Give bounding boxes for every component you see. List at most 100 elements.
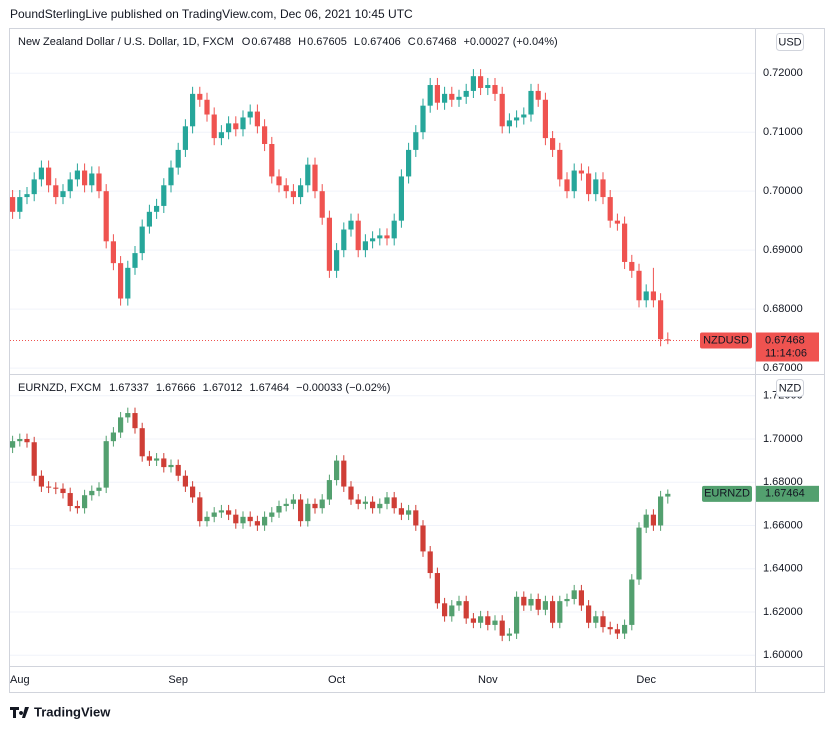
candle-body — [132, 413, 138, 429]
candle-body — [326, 480, 332, 500]
logo — [10, 707, 29, 718]
candle-body — [276, 506, 282, 513]
legend-value: 1.67464 — [249, 382, 289, 394]
y-tick-label: 0.69000 — [763, 244, 803, 256]
candle-body — [571, 170, 577, 192]
candle-body — [118, 263, 124, 299]
candle-body — [528, 90, 534, 115]
legend-change: +0.00027 (+0.04%) — [463, 36, 557, 48]
candle-body — [499, 620, 505, 636]
candle-body — [348, 220, 354, 230]
candle-body — [31, 179, 37, 195]
candle-body — [204, 99, 210, 115]
candle-body — [247, 111, 253, 118]
candle-body — [449, 605, 455, 617]
candle-body — [197, 93, 203, 100]
currency-button — [776, 379, 804, 397]
candle-body — [442, 603, 448, 617]
candle-body — [384, 235, 390, 239]
candle-body — [305, 503, 311, 522]
candle-body — [17, 197, 23, 212]
candle-body — [233, 514, 239, 524]
pane: 1.60000 1.62000 1.64000 1.66000 1.68000 1.700… — [10, 379, 819, 686]
candle-body — [254, 521, 260, 526]
candle-body — [218, 510, 224, 513]
candle-body — [118, 417, 124, 433]
legend-key: O — [242, 36, 251, 48]
candle-body — [283, 185, 289, 192]
candle-body — [175, 464, 181, 476]
candle-body — [103, 191, 109, 242]
candle-body — [658, 496, 664, 526]
legend-key: L — [354, 36, 360, 48]
candle-body — [377, 235, 383, 239]
candle-body — [485, 85, 491, 88]
candle-body — [571, 590, 577, 599]
currency-button — [776, 33, 804, 51]
candle-body — [226, 123, 232, 133]
candle-body — [154, 458, 160, 461]
y-tick-label: 0.70000 — [763, 185, 803, 197]
candle-body — [312, 503, 318, 509]
candle-body — [492, 85, 498, 94]
candle-body — [110, 432, 116, 442]
candle-body — [370, 238, 376, 242]
candle-body — [564, 598, 570, 602]
candle-body — [290, 191, 296, 198]
price-tag — [756, 485, 819, 502]
candle-body — [348, 486, 354, 500]
candle-body — [542, 601, 548, 610]
y-tick-label: 1.64000 — [763, 563, 803, 575]
candle-body — [269, 144, 275, 177]
candle-body — [449, 93, 455, 100]
candle-body — [485, 616, 491, 625]
candle-body — [542, 99, 548, 139]
candle-body — [564, 179, 570, 192]
candle-body — [478, 76, 484, 88]
candle-body — [161, 185, 167, 206]
y-tick-label: 1.62000 — [763, 606, 803, 618]
candle-body — [53, 185, 59, 198]
candle-body — [96, 487, 102, 491]
candle-body — [362, 501, 368, 504]
candle-body — [319, 191, 325, 218]
header: PoundSterlingLive published on TradingVi… — [10, 7, 413, 21]
candle-body — [665, 493, 671, 497]
price-label: 1.67464 — [765, 488, 805, 500]
candle-body — [506, 120, 512, 127]
candle-body — [341, 229, 347, 251]
candle-body — [154, 205, 160, 212]
legend-value: 0.67406 — [361, 36, 401, 48]
symbol-name: NZDUSD — [703, 334, 749, 346]
candle-body — [190, 93, 196, 127]
candle-body — [420, 525, 426, 552]
candle-body — [355, 499, 361, 504]
legend-title: EURNZD, FXCM — [18, 382, 101, 394]
candle-body — [312, 164, 318, 192]
candle-body — [629, 579, 635, 625]
x-tick-label: Aug — [10, 674, 30, 686]
candle-body — [103, 441, 109, 488]
candle-body — [82, 170, 88, 186]
candle-body — [535, 90, 541, 100]
candle-body — [326, 217, 332, 271]
legend-value: 0.67605 — [307, 36, 347, 48]
legend-value: 0.67468 — [417, 36, 457, 48]
candle-body — [319, 499, 325, 509]
symbol-tag — [702, 485, 752, 502]
candle-body — [17, 438, 23, 442]
y-tick-label: 0.72000 — [763, 67, 803, 79]
candle-body — [420, 105, 426, 133]
candle-body — [665, 339, 671, 341]
candle-body — [600, 179, 606, 198]
candle-body — [413, 510, 419, 526]
candle-body — [74, 170, 80, 180]
candle-body — [600, 616, 606, 628]
legend-change: −0.00033 (−0.02%) — [296, 382, 390, 394]
candle-body — [125, 413, 131, 418]
candle-body — [53, 487, 59, 489]
candle-body — [24, 194, 30, 198]
candle-body — [46, 167, 52, 186]
candle-body — [31, 442, 37, 476]
